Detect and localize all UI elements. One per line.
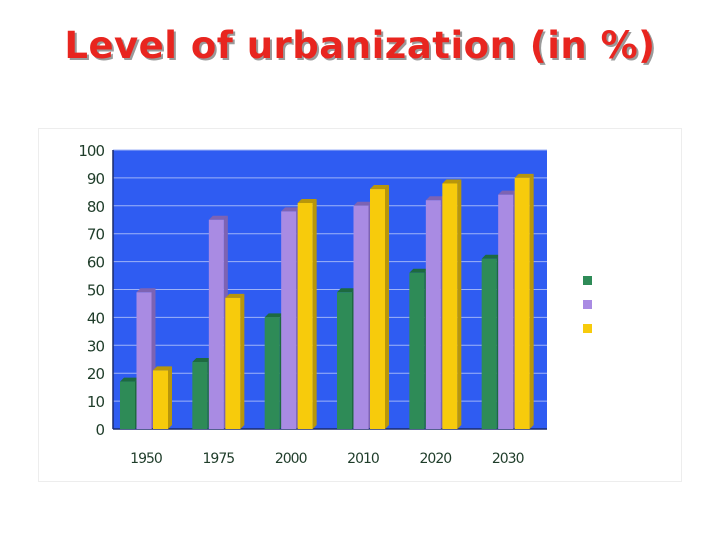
slide-title: Level of urbanization (in %) [64, 24, 656, 67]
bar-top [337, 288, 356, 293]
bar-top [153, 366, 172, 371]
bar-front [264, 317, 280, 429]
y-tick-label: 20 [87, 365, 105, 383]
bar-1975-series-3 [225, 293, 245, 429]
x-tick-label: 1950 [130, 451, 162, 467]
bar-front [208, 219, 224, 429]
bar-top [514, 173, 534, 178]
bars [120, 173, 534, 429]
bar-2000-series-2 [281, 207, 301, 429]
bar-front [153, 370, 168, 429]
bar-front [481, 258, 497, 429]
bar-front [498, 194, 514, 429]
bar-front [370, 189, 385, 429]
bar-top [481, 254, 501, 259]
bar-side [385, 185, 389, 429]
y-tick-label: 100 [78, 142, 104, 160]
y-tick-label: 40 [87, 309, 105, 327]
bar-front [442, 183, 458, 429]
bar-top [409, 268, 429, 273]
x-tick-label: 1975 [203, 451, 235, 467]
bar-2020-series-1 [409, 268, 429, 429]
bar-top [120, 377, 139, 382]
bar-2020-series-2 [425, 196, 445, 429]
bar-2010-series-2 [353, 201, 373, 429]
bar-top [225, 293, 245, 298]
bar-top [425, 196, 445, 201]
bar-1975-series-2 [208, 215, 228, 429]
x-tick-label: 2000 [275, 451, 307, 467]
y-tick-label: 0 [95, 421, 104, 439]
bar-top [297, 199, 317, 204]
y-axis-ticks: 0 10 20 30 40 50 60 70 80 90 100 [78, 142, 105, 439]
bar-top [353, 201, 373, 206]
bar-side [240, 293, 245, 429]
y-tick-label: 50 [87, 282, 105, 300]
bar-top [370, 185, 389, 190]
plot-area [112, 149, 547, 430]
bar-side [457, 179, 462, 429]
bar-top [498, 190, 518, 195]
y-tick-label: 10 [87, 393, 105, 411]
x-tick-label: 2020 [420, 451, 452, 467]
bar-top [192, 358, 212, 363]
bar-2030-series-1 [481, 254, 501, 429]
bar-2000-series-3 [297, 199, 317, 429]
bar-1950-series-3 [153, 366, 172, 429]
x-tick-label: 2010 [347, 451, 379, 467]
bar-front [136, 292, 152, 429]
bar-2030-series-2 [498, 190, 518, 429]
y-tick-label: 30 [87, 337, 105, 355]
bar-2000-series-1 [264, 313, 284, 429]
y-tick-label: 70 [87, 226, 105, 244]
legend-swatch-series-3 [583, 324, 592, 333]
bar-top [264, 313, 284, 318]
bar-front [297, 203, 313, 429]
bar-side [529, 173, 534, 429]
bar-front [514, 177, 530, 429]
bar-side [312, 199, 317, 429]
bar-front [281, 211, 297, 429]
bar-front [337, 292, 352, 429]
x-tick-label: 2030 [492, 451, 524, 467]
bar-1975-series-1 [192, 358, 212, 429]
bar-front [192, 362, 208, 429]
y-tick-label: 60 [87, 254, 105, 272]
bar-side [168, 366, 172, 429]
bar-top [281, 207, 301, 212]
bar-2030-series-3 [514, 173, 534, 429]
bar-front [225, 297, 241, 429]
bar-2020-series-3 [442, 179, 462, 429]
bar-1950-series-1 [120, 377, 139, 429]
x-axis-ticks: 1950 1975 2000 2010 2020 2030 [130, 451, 524, 467]
bar-front [120, 381, 135, 429]
bar-front [353, 205, 369, 429]
y-tick-label: 80 [87, 198, 105, 216]
bar-top [136, 288, 156, 293]
bar-top [208, 215, 228, 220]
bar-front [409, 272, 425, 429]
legend-swatch-series-1 [583, 276, 592, 285]
legend-swatch-series-2 [583, 300, 592, 309]
bar-2010-series-3 [370, 185, 389, 429]
bar-top [442, 179, 462, 184]
bar-2010-series-1 [337, 288, 356, 429]
bar-front [425, 200, 441, 429]
legend [583, 276, 592, 333]
bar-1950-series-2 [136, 288, 156, 429]
y-tick-label: 90 [87, 170, 105, 188]
